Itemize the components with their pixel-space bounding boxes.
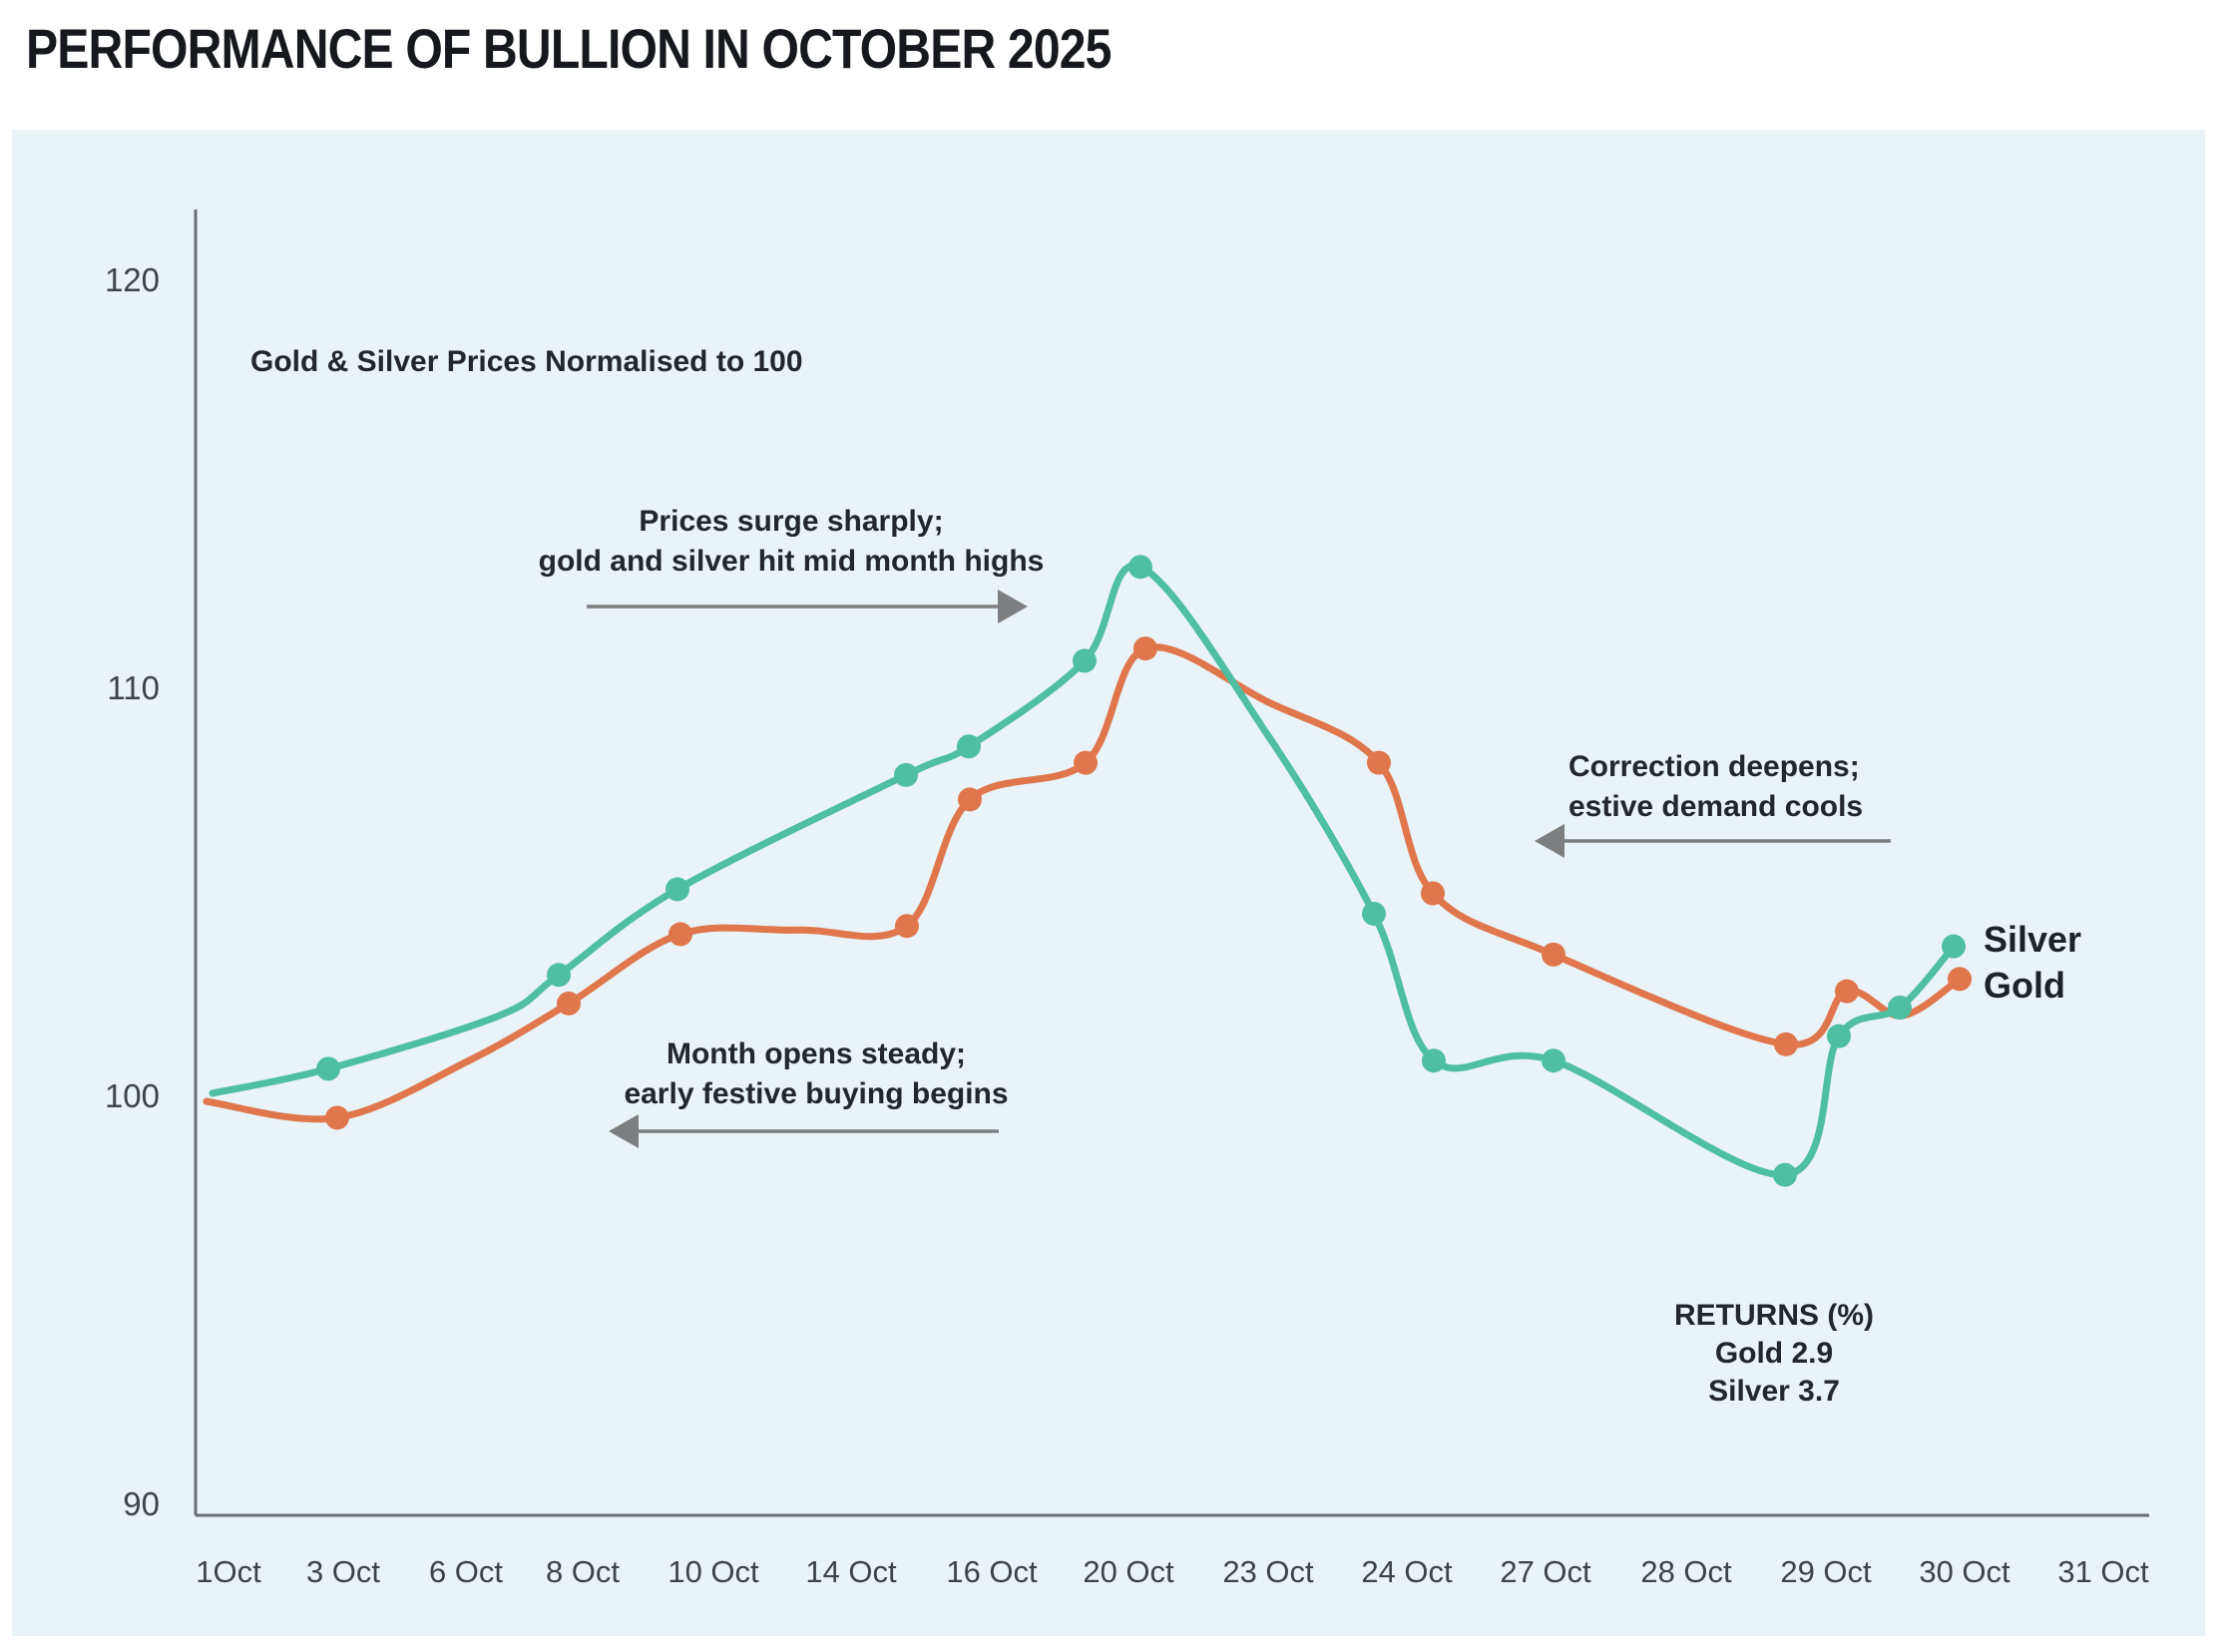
gold-data-point [1421,881,1445,906]
annotation-open-line2: early festive buying begins [624,1077,1009,1110]
open-arrow-head-icon [609,1114,639,1148]
silver-data-point [1073,648,1097,673]
chart-subtitle: Gold & Silver Prices Normalised to 100 [250,345,803,378]
gold-data-point [1948,967,1972,992]
x-axis-tick-label: 3 Oct [305,1554,381,1589]
annotation-correction-line2: estive demand cools [1568,790,1864,823]
y-axis-tick-label: 90 [123,1485,160,1522]
chart-panel [12,130,2205,1636]
gold-data-point [1835,979,1859,1004]
gold-line [203,643,1964,1123]
annotation-open: Month opens steady; early festive buying… [517,1034,1115,1114]
gold-data-point [958,787,982,812]
silver-data-point [1542,1048,1565,1073]
page-title: PERFORMANCE OF BULLION IN OCTOBER 2025 [26,17,1112,80]
gold-data-point [325,1105,349,1130]
silver-data-point [1773,1162,1797,1187]
x-axis-tick-label: 23 Oct [1222,1554,1314,1589]
silver-data-point [1362,901,1386,926]
gold-data-point [668,922,692,947]
x-axis-tick-label: 20 Oct [1083,1554,1174,1589]
silver-data-point [894,762,918,787]
x-axis-tick-label: 24 Oct [1361,1554,1453,1589]
x-axis-tick-label: 1Oct [196,1554,261,1589]
gold-data-point [1542,942,1565,967]
y-axis-tick-label: 100 [104,1077,160,1114]
silver-data-point [1827,1024,1851,1048]
gold-data-point [557,991,581,1016]
gold-data-point [1133,636,1157,661]
annotation-surge-line1: Prices surge sharply; [639,505,944,538]
x-axis-tick-label: 28 Oct [1640,1554,1732,1589]
silver-series-label: Silver [1984,919,2082,960]
returns-gold: Gold 2.9 [1714,1337,1834,1370]
annotation-surge: Prices surge sharply; gold and silver hi… [492,502,1091,582]
gold-data-point [1367,750,1391,775]
y-axis-tick-label: 110 [107,669,160,706]
silver-data-point [666,877,689,902]
returns-silver: Silver 3.7 [1708,1375,1840,1408]
returns-title: RETURNS (%) [1674,1299,1874,1332]
silver-data-point [316,1056,340,1081]
x-axis-tick-label: 14 Oct [805,1554,897,1589]
gold-series-label: Gold [1984,965,2065,1006]
x-axis-tick-label: 6 Oct [428,1554,504,1589]
returns-block: RETURNS (%) Gold 2.9 Silver 3.7 [1624,1297,1924,1411]
x-axis-tick-label: 16 Oct [946,1554,1038,1589]
silver-data-point [957,734,981,759]
x-axis-tick-label: 27 Oct [1500,1554,1591,1589]
x-axis-tick-label: 29 Oct [1780,1554,1872,1589]
annotation-correction-line1: Correction deepens; [1568,750,1860,783]
silver-data-point [1128,555,1152,580]
annotation-open-line1: Month opens steady; [666,1037,966,1070]
silver-data-point [547,963,571,988]
silver-data-point [1942,934,1966,959]
gold-data-point [895,914,919,939]
y-axis-tick-label: 120 [104,261,160,298]
annotation-surge-line2: gold and silver hit mid month highs [538,545,1045,578]
x-axis-tick-label: 8 Oct [545,1554,621,1589]
silver-data-point [1422,1048,1446,1073]
x-axis-tick-label: 31 Oct [2057,1554,2149,1589]
silver-data-point [1888,996,1912,1021]
surge-arrow-head-icon [998,590,1028,623]
gold-data-point [1074,750,1098,775]
x-axis-tick-label: 10 Oct [668,1554,759,1589]
gold-data-point [1774,1032,1798,1056]
x-axis-tick-label: 30 Oct [1919,1554,2010,1589]
annotation-correction: Correction deepens; estive demand cools [1568,747,2027,827]
correction-arrow-head-icon [1535,824,1564,858]
